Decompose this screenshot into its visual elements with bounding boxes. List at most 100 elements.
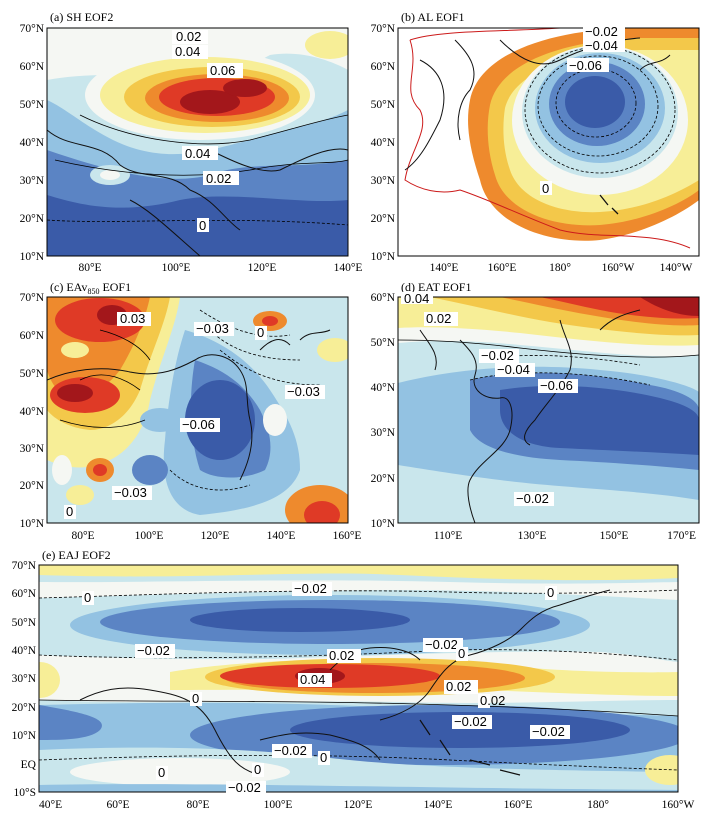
panel-a-label-bg: [203, 171, 239, 185]
panel-b-lat-tick: 20°N: [371, 213, 396, 225]
panel-c-label-bg: [285, 385, 325, 399]
panel-a-label-bg: [207, 63, 243, 78]
panel-e-label-bg: [292, 582, 332, 596]
panel-a-lat-tick: 10°N: [20, 251, 45, 263]
panel-e-lat-tick: 10°N: [12, 730, 37, 742]
panel-d-lat-tick: 30°N: [371, 427, 396, 439]
panel-a-field: [47, 28, 348, 256]
panel-a-label-bg: [197, 218, 209, 232]
panel-c-contour-label: −0.03: [114, 485, 147, 500]
panel-a-lon-tick: 80°E: [78, 262, 101, 274]
panel-b-contour-label: −0.06: [569, 58, 602, 73]
panel-e-lat-tick: 30°N: [12, 673, 37, 685]
panel-b-lat-tick: 40°N: [371, 137, 396, 149]
panel-e-label-bg: [298, 673, 332, 687]
panel-e-contour-label: −0.02: [228, 780, 261, 795]
panel-e-lon-tick: 120°E: [344, 799, 373, 811]
panel-b-contour-label: −0.02: [585, 24, 618, 39]
panel-e-contour-label: −0.02: [532, 724, 565, 739]
panel-e-contour-label: −0.02: [425, 637, 458, 652]
panel-a-label-bg: [172, 30, 208, 44]
panel-c-label-bg: [64, 505, 76, 519]
panel-a-lat-tick: 70°N: [20, 23, 45, 35]
panel-a-contour-label: 0.04: [185, 146, 210, 161]
panel-d-label-bg: [495, 363, 535, 377]
panel-d-field: [398, 297, 699, 523]
panel-c-label-bg: [255, 326, 267, 340]
panel-a: (a) SH EOF2 0.06 0.02 0.04 0.04 0.02 0 7…: [20, 10, 363, 274]
panel-d-label-bg: [424, 312, 458, 326]
panel-e-lon-tick: 80°E: [186, 799, 209, 811]
panel-c-label-bg: [112, 486, 152, 500]
panel-e-label-bg: [226, 781, 266, 795]
panel-e-label-bg: [156, 766, 168, 780]
panel-e-contour-label: −0.02: [137, 643, 170, 658]
panel-c-contour-label: −0.03: [196, 321, 229, 336]
panel-c-title: (c) EAv850 EOF1: [50, 280, 131, 296]
panel-d: (d) EAT EOF1 0.04 0.02 −0.02 −0.04 −0.06…: [371, 280, 700, 542]
panel-a-contour-label: 0.06: [210, 63, 235, 78]
panel-b-label-bg: [540, 181, 552, 195]
panel-e-lon-tick: 160°E: [504, 799, 533, 811]
panel-b-lon-tick: 140°W: [660, 262, 693, 274]
panel-d-lat-tick: 40°N: [371, 382, 396, 394]
panel-e-lon-tick: 180°: [587, 799, 609, 811]
panel-d-lat-tick: 20°N: [371, 473, 396, 485]
panel-d-contour-label: 0.02: [426, 311, 451, 326]
panel-e: (e) EAJ EOF2 −0.02 0 0 −0.02 −0.02 0 0.0…: [12, 548, 695, 811]
panel-d-label-bg: [538, 379, 578, 393]
panel-b-lat-tick: 70°N: [371, 23, 396, 35]
panel-b-label-bg: [583, 38, 625, 52]
panel-a-lat-tick: 60°N: [20, 61, 45, 73]
panel-b-lon-tick: 160°W: [602, 262, 635, 274]
panel-e-lon-tick: 100°E: [264, 799, 293, 811]
panel-b-lat-tick: 30°N: [371, 175, 396, 187]
panel-d-label-bg: [401, 292, 433, 304]
panel-e-contour-label: 0.02: [329, 648, 354, 663]
panel-d-lat-tick: 50°N: [371, 337, 396, 349]
panel-b-lat-tick: 50°N: [371, 99, 396, 111]
panel-d-label-bg: [514, 492, 554, 506]
panel-d-contour-label: −0.04: [497, 362, 530, 377]
panel-e-contour-label: −0.02: [274, 743, 307, 758]
panel-e-contour-label: 0: [547, 585, 554, 600]
panel-d-lat-tick: 10°N: [371, 518, 396, 530]
panel-a-title: (a) SH EOF2: [50, 10, 113, 24]
panel-b-lon-tick: 160°E: [488, 262, 517, 274]
panel-e-contour-label: 0: [458, 646, 465, 661]
panel-e-lat-tick: EQ: [21, 759, 37, 771]
panel-b: (b) AL EOF1 −0.02 −0.04 −0.06 0 70°N 60°…: [371, 10, 700, 274]
panel-b-label-bg: [583, 24, 625, 38]
panel-e-contour-label: 0: [158, 765, 165, 780]
panel-b-contour-label: 0: [542, 181, 549, 196]
panel-b-lon-tick: 140°E: [430, 262, 459, 274]
panel-b-contour-label: −0.04: [585, 38, 618, 53]
panel-e-label-bg: [444, 680, 478, 694]
panel-d-lon-tick: 110°E: [434, 530, 462, 542]
panel-d-contour-label: 0.04: [404, 291, 429, 306]
panel-c-contour-label: 0: [257, 325, 264, 340]
panel-a-lon-tick: 100°E: [162, 262, 191, 274]
panel-a-contour-label: 0: [199, 218, 206, 233]
panel-a-lon-tick: 120°E: [248, 262, 277, 274]
panel-e-label-bg: [530, 725, 570, 739]
panel-e-lat-tick: 70°N: [12, 560, 37, 572]
panel-a-contour-label: 0.02: [206, 171, 231, 186]
panel-b-label-bg: [567, 58, 609, 72]
panel-e-contour-label: 0: [320, 750, 327, 765]
panel-e-lat-tick: 20°N: [12, 702, 37, 714]
panel-c-lat-tick: 60°N: [20, 330, 45, 342]
panel-e-contour-label: 0.04: [300, 672, 325, 687]
panel-e-label-bg: [190, 692, 202, 706]
panel-e-contour-label: 0: [192, 691, 199, 706]
panel-d-contour-label: −0.06: [540, 378, 573, 393]
panel-b-title: (b) AL EOF1: [401, 10, 465, 24]
panel-e-field: [39, 565, 678, 792]
panel-e-label-bg: [327, 649, 361, 663]
panel-e-contour-label: 0.02: [480, 693, 505, 708]
panel-c-label-bg: [180, 418, 220, 432]
panel-a-label-bg: [172, 45, 208, 59]
panel-c-contour-label: 0.03: [120, 311, 145, 326]
panel-e-lon-tick: 40°E: [39, 799, 62, 811]
panel-e-label-bg: [423, 638, 463, 652]
